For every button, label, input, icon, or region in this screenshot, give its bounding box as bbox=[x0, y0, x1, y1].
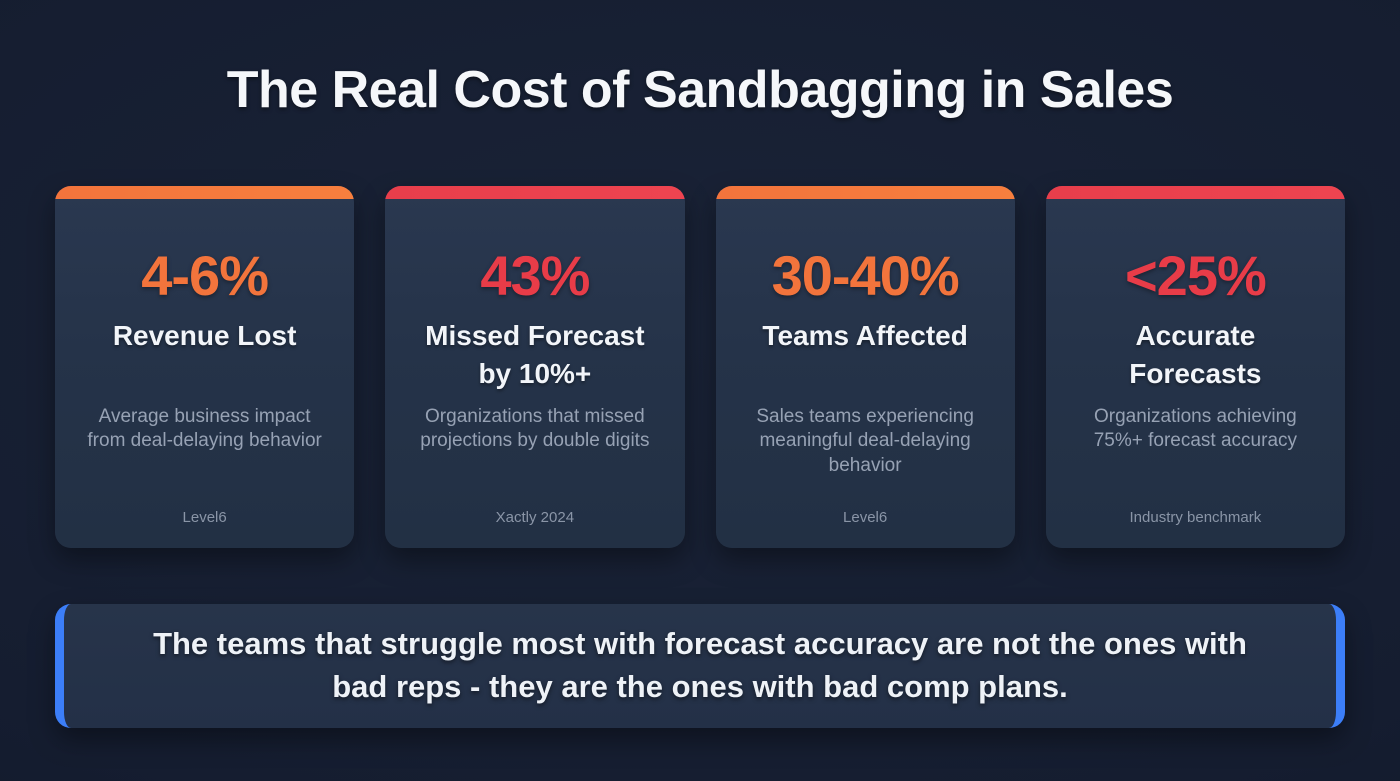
stat-label: Revenue Lost bbox=[112, 320, 297, 351]
card-body: 43% Missed Forecast by 10%+ Organization… bbox=[385, 199, 684, 548]
stat-description: Average business impact from deal-delayi… bbox=[87, 406, 322, 452]
card-body: 30-40% Teams Affected Sales teams experi… bbox=[716, 199, 1015, 548]
stat-label: Missed Forecast by 10%+ bbox=[425, 320, 645, 389]
stat-card-revenue-lost: 4-6% Revenue Lost Average business impac… bbox=[55, 186, 355, 548]
stat-value: 4-6% bbox=[141, 243, 269, 307]
card-body: 4-6% Revenue Lost Average business impac… bbox=[55, 199, 354, 548]
stat-description: Organizations achieving 75%+ forecast ac… bbox=[1093, 406, 1298, 452]
stat-value: 43% bbox=[480, 243, 590, 307]
stat-label: Accurate Forecasts bbox=[1129, 320, 1262, 389]
stat-label: Teams Affected bbox=[762, 320, 968, 351]
stat-value: <25% bbox=[1124, 243, 1267, 307]
card-accent-bar bbox=[1045, 186, 1345, 199]
stat-source: Xactly 2024 bbox=[495, 509, 575, 526]
stat-source: Level6 bbox=[182, 509, 227, 526]
card-accent-bar bbox=[55, 186, 355, 199]
quote-callout: The teams that struggle most with foreca… bbox=[55, 604, 1345, 728]
page-title: The Real Cost of Sandbagging in Sales bbox=[226, 61, 1174, 119]
stat-description: Organizations that missed projections by… bbox=[420, 406, 650, 452]
stat-card-accurate-forecasts: <25% Accurate Forecasts Organizations ac… bbox=[1045, 186, 1345, 548]
stat-source: Level6 bbox=[843, 509, 888, 526]
quote-text: The teams that struggle most with foreca… bbox=[153, 626, 1247, 704]
card-body: <25% Accurate Forecasts Organizations ac… bbox=[1046, 199, 1345, 548]
stat-source: Industry benchmark bbox=[1129, 509, 1262, 526]
stat-card-teams-affected: 30-40% Teams Affected Sales teams experi… bbox=[715, 186, 1015, 548]
stat-description: Sales teams experiencing meaningful deal… bbox=[756, 406, 974, 476]
stat-card-missed-forecast: 43% Missed Forecast by 10%+ Organization… bbox=[385, 186, 685, 548]
card-accent-bar bbox=[715, 186, 1015, 199]
stat-value: 30-40% bbox=[771, 243, 960, 307]
card-accent-bar bbox=[385, 186, 685, 199]
stat-cards-row: 4-6% Revenue Lost Average business impac… bbox=[55, 186, 1345, 548]
